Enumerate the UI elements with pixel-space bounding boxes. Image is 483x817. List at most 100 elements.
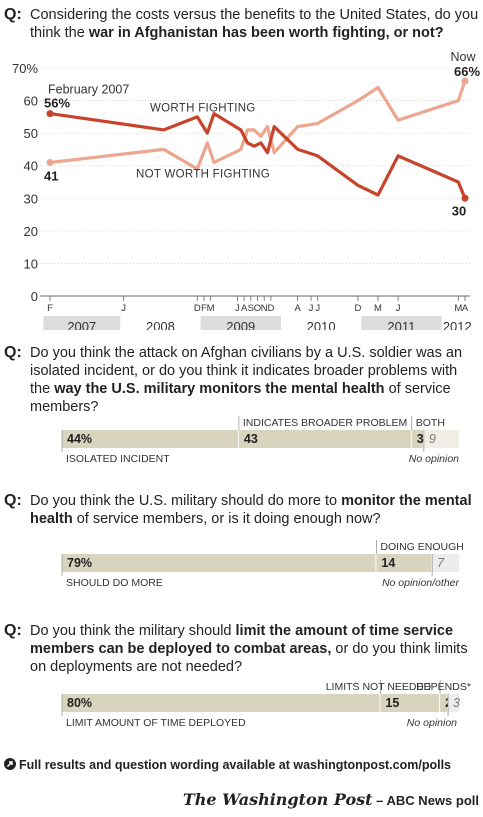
annotation-start-not: 41 xyxy=(44,168,58,183)
bar-value-label: 3 xyxy=(453,696,460,710)
series-start-point xyxy=(46,110,54,118)
y-tick-label: 60 xyxy=(24,94,38,109)
x-tick-label: N xyxy=(261,303,268,314)
x-tick-label: J xyxy=(315,303,320,314)
segment-label: BOTH xyxy=(416,417,445,429)
year-band xyxy=(200,316,281,330)
line-chart-worth-fighting: 0 10 20 30 40 50 60 70% 2007 2008 2009 2010 2011 2012… xyxy=(12,50,480,330)
question-emphasis: monitor the mental health xyxy=(30,493,472,527)
annotation-end-label: Now xyxy=(450,50,476,64)
x-tick-label: F xyxy=(201,303,207,314)
question-label: Q: xyxy=(4,344,22,361)
annotation-start-date: February 2007 xyxy=(48,83,129,97)
year-band xyxy=(361,316,442,330)
x-tick-label: A xyxy=(294,303,301,314)
x-tick-label: S xyxy=(248,303,254,314)
question-text-end: of service members? xyxy=(30,381,451,415)
question-2: Q: Do you think the attack on Afghan civ… xyxy=(4,344,479,416)
washington-post-logo: The Washington Post xyxy=(182,790,373,809)
bar-chart-mental-health-attack: 44% ISOLATED INCIDENT 43 INDICATES BROADER … xyxy=(61,416,459,465)
question-text-end: of service members, or is it doing enoug… xyxy=(72,511,381,527)
series-label-worth: WORTH FIGHTING xyxy=(150,102,256,114)
x-tick-label: J xyxy=(235,303,240,314)
x-tick-label: J xyxy=(396,303,401,314)
question-label: Q: xyxy=(4,622,22,639)
bar-segment xyxy=(423,430,459,448)
year-label: 2010 xyxy=(307,319,336,330)
x-tick-label: M xyxy=(374,303,382,314)
question-3: Q: Do you think the U.S. military should… xyxy=(4,492,479,528)
bar-chart-limit-deployments: 80% LIMIT AMOUNT OF TIME DEPLOYED 15 LIMITS… xyxy=(61,680,471,729)
y-tick-label: 40 xyxy=(24,159,38,174)
segment-label: INDICATES BROADER PROBLEM xyxy=(243,417,407,429)
bar-value-label: 7 xyxy=(437,556,445,570)
segment-label: LIMITS NOT NEEDED xyxy=(326,681,432,693)
x-tick-label: M xyxy=(454,303,462,314)
segment-label: DEPENDS* xyxy=(416,681,471,693)
y-tick-label: 20 xyxy=(24,224,38,239)
bar-value-label: 80% xyxy=(67,696,92,710)
y-tick-label: 0 xyxy=(31,289,38,304)
bar-segment xyxy=(62,554,376,572)
x-tick-label: D xyxy=(194,303,201,314)
question-label: Q: xyxy=(4,6,22,23)
y-tick-label: 10 xyxy=(24,256,38,271)
bar-value-label: 43 xyxy=(244,432,258,446)
segment-label: No opinion xyxy=(407,717,457,729)
credit: The Washington Post – ABC News poll xyxy=(183,790,479,809)
question-label: Q: xyxy=(4,492,22,509)
question-text: Do you think the military should xyxy=(30,623,236,639)
segment-label: No opinion/other xyxy=(382,577,460,589)
series-label-not-worth: NOT WORTH FIGHTING xyxy=(136,168,270,180)
question-text: Do you think the attack on Afghan civili… xyxy=(30,345,463,397)
year-label: 2008 xyxy=(146,319,175,330)
year-label: 2007 xyxy=(67,319,96,330)
bar-segment xyxy=(448,694,459,712)
series-end-point xyxy=(461,194,469,202)
y-tick-label: 30 xyxy=(24,191,38,206)
bar-value-label: 14 xyxy=(381,556,395,570)
credit-source: – ABC News poll xyxy=(372,793,479,808)
bar-value-label: 44% xyxy=(67,432,92,446)
annotation-end-worth: 30 xyxy=(452,203,466,218)
y-tick-label: 70% xyxy=(12,61,38,76)
x-tick-label: O xyxy=(254,303,261,314)
question-emphasis: way the U.S. military monitors the menta… xyxy=(54,381,385,397)
bar-segment xyxy=(440,694,448,712)
question-text-end: or do you think limits on deployments ar… xyxy=(30,641,468,675)
bar-chart-monitor-mental-health: 79% SHOULD DO MORE 14 DOING ENOUGH 7 No opini… xyxy=(61,540,464,589)
year-label: 2012 xyxy=(443,319,472,330)
series-line-not-worth-fighting xyxy=(49,80,467,171)
series-start-point xyxy=(46,158,54,166)
x-tick-label: F xyxy=(47,303,53,314)
question-text: Considering the costs versus the benefit… xyxy=(30,7,479,41)
question-4: Q: Do you think the military should limi… xyxy=(4,622,479,676)
bar-segment xyxy=(411,430,423,448)
year-label: 2009 xyxy=(226,319,255,330)
bar-segment xyxy=(432,554,459,572)
x-tick-label: D xyxy=(354,303,361,314)
segment-label: DOING ENOUGH xyxy=(380,541,463,553)
segment-label: SHOULD DO MORE xyxy=(66,577,163,589)
question-text: Do you think the U.S. military should do… xyxy=(30,493,342,509)
bar-segment xyxy=(238,430,411,448)
segment-label: No opinion xyxy=(409,453,459,465)
question-1: Q: Considering the costs versus the bene… xyxy=(4,6,479,42)
question-emphasis: limit the amount of time service members… xyxy=(30,623,454,657)
footer-note: Full results and question wording availa… xyxy=(4,758,480,772)
y-tick-label: 50 xyxy=(24,126,38,141)
year-label: 2011 xyxy=(387,319,415,330)
year-band xyxy=(43,316,121,330)
bar-segment xyxy=(380,694,440,712)
x-tick-label: A xyxy=(241,303,248,314)
annotation-end-not: 66% xyxy=(454,64,480,79)
question-emphasis: war in Afghanistan has been worth fighti… xyxy=(88,25,444,41)
x-tick-label: M xyxy=(207,303,215,314)
bar-value-label: 3 xyxy=(417,432,424,446)
arrow-circle-icon xyxy=(4,758,16,770)
segment-label: ISOLATED INCIDENT xyxy=(66,453,170,465)
series-line-worth-fighting xyxy=(49,112,467,199)
bar-segment xyxy=(62,694,380,712)
x-tick-label: A xyxy=(462,303,469,314)
x-tick-label: J xyxy=(121,303,126,314)
